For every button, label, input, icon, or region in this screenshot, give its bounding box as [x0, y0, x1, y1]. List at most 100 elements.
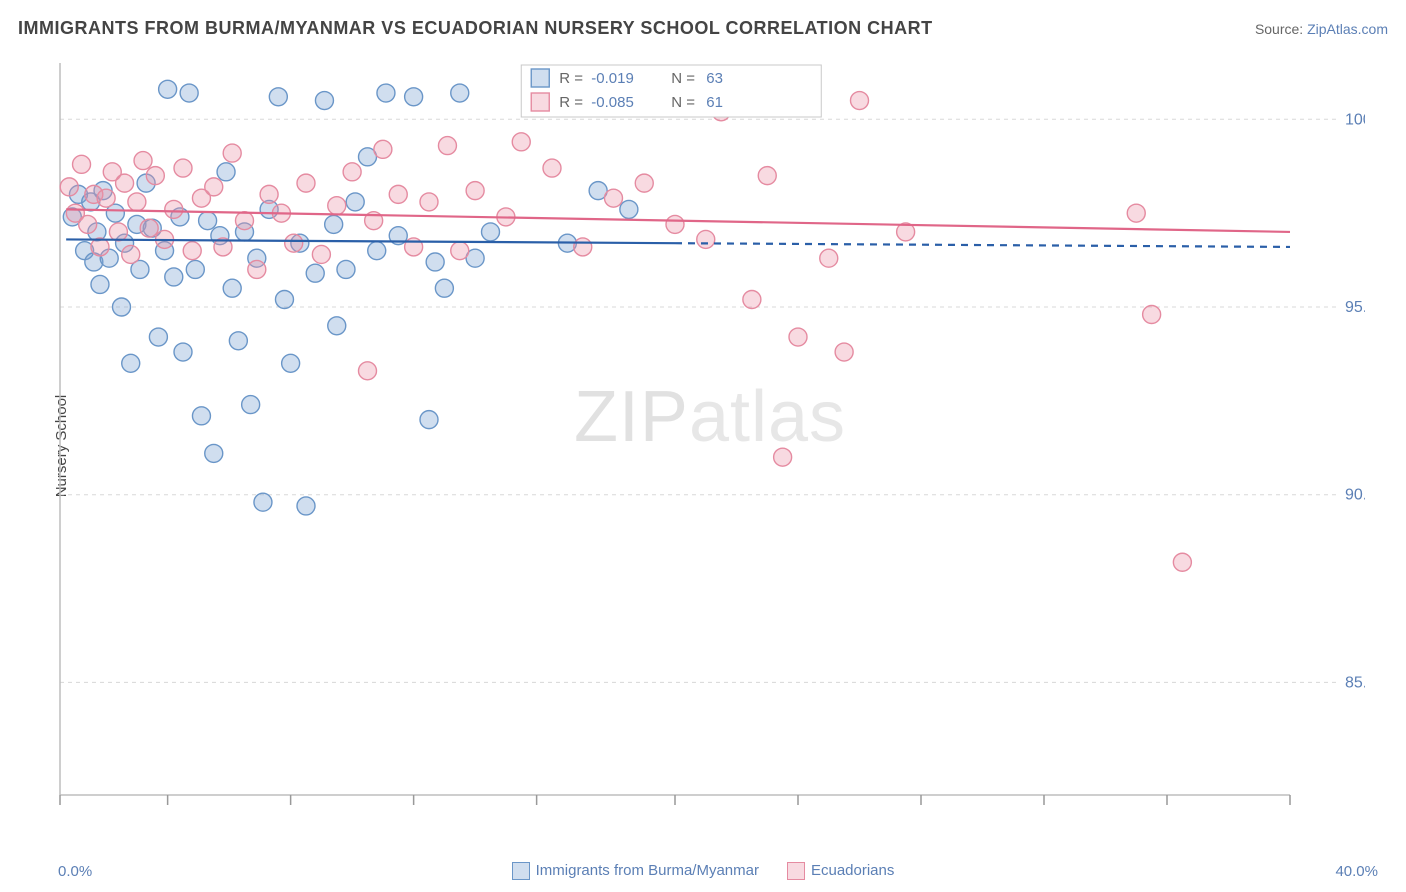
scatter-point: [223, 279, 241, 297]
scatter-point: [438, 137, 456, 155]
scatter-point: [122, 245, 140, 263]
scatter-point: [116, 174, 134, 192]
scatter-point: [79, 215, 97, 233]
scatter-point: [128, 193, 146, 211]
scatter-point: [789, 328, 807, 346]
scatter-point: [174, 159, 192, 177]
svg-text:R =: R =: [559, 70, 583, 87]
scatter-point: [512, 133, 530, 151]
scatter-point: [229, 332, 247, 350]
scatter-point: [635, 174, 653, 192]
scatter-point: [165, 200, 183, 218]
scatter-point: [186, 260, 204, 278]
scatter-point: [122, 354, 140, 372]
scatter-point: [113, 298, 131, 316]
scatter-point: [1143, 306, 1161, 324]
chart-source: Source: ZipAtlas.com: [1255, 21, 1388, 37]
scatter-point: [248, 260, 266, 278]
scatter-point: [109, 223, 127, 241]
scatter-point: [359, 362, 377, 380]
chart-header: IMMIGRANTS FROM BURMA/MYANMAR VS ECUADOR…: [18, 18, 1388, 39]
scatter-point: [420, 193, 438, 211]
scatter-point: [368, 242, 386, 260]
scatter-point: [337, 260, 355, 278]
svg-text:N =: N =: [671, 70, 695, 87]
scatter-point: [205, 444, 223, 462]
scatter-point: [451, 84, 469, 102]
scatter-point: [159, 80, 177, 98]
scatter-point: [97, 189, 115, 207]
svg-text:63: 63: [706, 70, 723, 87]
scatter-point: [149, 328, 167, 346]
scatter-point: [325, 215, 343, 233]
swatch-series-a: [512, 862, 530, 880]
scatter-point: [254, 493, 272, 511]
legend-item-series-b: Ecuadorians: [787, 862, 894, 880]
scatter-point: [328, 317, 346, 335]
scatter-point: [346, 193, 364, 211]
scatter-point: [275, 290, 293, 308]
swatch-series-b: [787, 862, 805, 880]
chart-area: 85.0% 90.0% 95.0% 100.0% R = -0.019 N = 63 R =…: [55, 55, 1365, 825]
source-label: Source:: [1255, 21, 1307, 37]
svg-text:61: 61: [706, 94, 723, 111]
scatter-point: [73, 155, 91, 173]
scatter-point: [420, 411, 438, 429]
bottom-legend: Immigrants from Burma/Myanmar Ecuadorian…: [0, 862, 1406, 880]
scatter-point: [91, 275, 109, 293]
chart-svg: 85.0% 90.0% 95.0% 100.0% R = -0.019 N = 63 R =…: [55, 55, 1365, 825]
scatter-point: [192, 407, 210, 425]
scatter-point: [758, 167, 776, 185]
scatter-point: [165, 268, 183, 286]
scatter-point: [140, 219, 158, 237]
scatter-point: [620, 200, 638, 218]
svg-text:-0.085: -0.085: [591, 94, 634, 111]
svg-text:-0.019: -0.019: [591, 70, 634, 87]
scatter-point: [223, 144, 241, 162]
scatter-point: [851, 92, 869, 110]
scatter-point: [260, 185, 278, 203]
scatter-point: [328, 197, 346, 215]
scatter-point: [743, 290, 761, 308]
scatter-point: [205, 178, 223, 196]
scatter-point: [835, 343, 853, 361]
scatter-point: [183, 242, 201, 260]
scatter-point: [435, 279, 453, 297]
scatter-point: [377, 84, 395, 102]
scatter-point: [174, 343, 192, 361]
scatter-point: [820, 249, 838, 267]
y-tick-label: 90.0%: [1345, 487, 1365, 504]
scatter-point: [482, 223, 500, 241]
scatter-point: [180, 84, 198, 102]
legend-label-series-b: Ecuadorians: [811, 862, 894, 879]
scatter-point: [242, 396, 260, 414]
legend-label-series-a: Immigrants from Burma/Myanmar: [536, 862, 759, 879]
scatter-point: [426, 253, 444, 271]
chart-title: IMMIGRANTS FROM BURMA/MYANMAR VS ECUADOR…: [18, 18, 933, 39]
scatter-point: [605, 189, 623, 207]
scatter-point: [285, 234, 303, 252]
scatter-point: [306, 264, 324, 282]
scatter-point: [1173, 553, 1191, 571]
scatter-point: [297, 174, 315, 192]
svg-text:R =: R =: [559, 94, 583, 111]
scatter-point: [697, 230, 715, 248]
y-tick-label: 100.0%: [1345, 111, 1365, 128]
legend-item-series-a: Immigrants from Burma/Myanmar: [512, 862, 759, 880]
y-tick-label: 85.0%: [1345, 674, 1365, 691]
scatter-point: [666, 215, 684, 233]
scatter-point: [312, 245, 330, 263]
scatter-point: [466, 182, 484, 200]
scatter-point: [1127, 204, 1145, 222]
svg-text:N =: N =: [671, 94, 695, 111]
scatter-point: [405, 88, 423, 106]
scatter-point: [134, 152, 152, 170]
scatter-point: [217, 163, 235, 181]
source-link[interactable]: ZipAtlas.com: [1307, 21, 1388, 37]
scatter-point: [574, 238, 592, 256]
scatter-point: [315, 92, 333, 110]
scatter-point: [374, 140, 392, 158]
y-tick-label: 95.0%: [1345, 299, 1365, 316]
trend-line-dashed: [675, 243, 1290, 247]
scatter-point: [774, 448, 792, 466]
